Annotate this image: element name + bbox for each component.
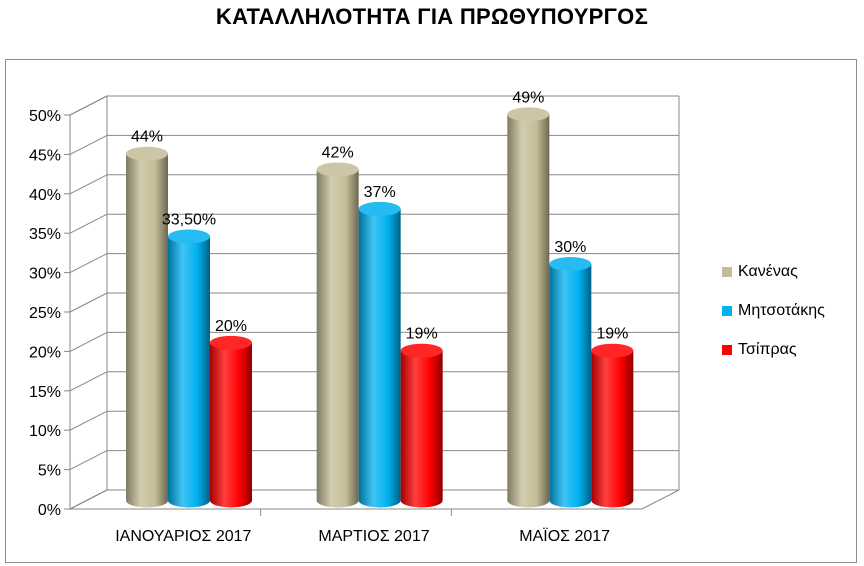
legend-label: Μητσοτάκης	[738, 302, 825, 319]
bar-top	[126, 146, 168, 161]
data-label: 20%	[215, 318, 247, 335]
bar-top	[316, 162, 359, 177]
x-axis-categories: ΙΑΝΟΥΑΡΙΟΣ 2017 ΜΑΡΤΙΟΣ 2017 ΜΑΪΟΣ 2017	[115, 527, 610, 545]
y-tick-label: 0%	[38, 502, 61, 519]
data-labels: 44% 33,50% 20% 42% 37% 19% 49% 30% 19%	[131, 89, 628, 342]
bar-top	[210, 335, 252, 350]
gridline-diag	[69, 410, 108, 431]
chart-title: ΚΑΤΑΛΛΗΛΟΤΗΤΑ ΓΙΑ ΠΡΩΘΥΠΟΥΡΓΟΣ	[215, 4, 649, 29]
bar-body	[591, 350, 634, 508]
legend-swatch	[722, 306, 732, 316]
bar-top	[358, 201, 401, 216]
legend-item: Τσίπρας	[722, 340, 825, 360]
data-label: 44%	[131, 129, 163, 146]
data-label: 30%	[554, 239, 586, 256]
gridline-diag	[69, 253, 108, 274]
gridline-diag	[69, 450, 108, 471]
bar	[400, 343, 443, 508]
gridline-diag	[69, 371, 108, 392]
bar-top	[549, 257, 592, 272]
bar	[358, 201, 401, 508]
data-label: 19%	[406, 326, 438, 343]
y-tick-label: 30%	[29, 266, 61, 283]
x-category-label: ΜΑΪΟΣ 2017	[519, 527, 610, 545]
data-label: 42%	[322, 144, 354, 161]
bar-body	[358, 208, 401, 508]
data-label: 19%	[596, 326, 628, 343]
y-tick-label: 50%	[29, 108, 61, 125]
y-tick-label: 25%	[29, 305, 61, 322]
y-tick-label: 20%	[29, 344, 61, 361]
bar	[168, 229, 210, 508]
data-label: 49%	[512, 89, 544, 106]
y-tick-label: 45%	[29, 147, 61, 164]
x-category-label: ΙΑΝΟΥΑΡΙΟΣ 2017	[115, 528, 251, 545]
y-tick-label: 5%	[38, 463, 61, 480]
gridline-diag	[69, 134, 108, 155]
bar	[210, 335, 252, 508]
legend-label: Τσίπρας	[738, 341, 797, 358]
bar-body	[316, 169, 359, 508]
x-category-label: ΜΑΡΤΙΟΣ 2017	[318, 528, 429, 545]
bar	[549, 257, 592, 508]
bar-top	[400, 343, 443, 358]
y-tick-label: 10%	[29, 423, 61, 440]
bar-top	[168, 229, 210, 244]
gridline-diag	[69, 331, 108, 352]
bar	[316, 162, 359, 508]
bar	[507, 107, 550, 508]
legend: Κανένας Μητσοτάκης Τσίπρας	[722, 262, 825, 379]
y-tick-label: 35%	[29, 226, 61, 243]
legend-swatch	[722, 345, 732, 355]
bar-body	[549, 264, 592, 508]
y-tick-label: 40%	[29, 187, 61, 204]
legend-label: Κανένας	[738, 263, 798, 280]
bar	[591, 343, 634, 508]
bar-body	[126, 153, 168, 508]
legend-item: Κανένας	[722, 262, 825, 282]
bar-body	[400, 350, 443, 508]
bar-body	[168, 236, 210, 508]
y-axis-ticks: 0% 5% 10% 15% 20% 25% 30% 35% 40% 45% 50%	[29, 108, 61, 519]
gridline-diag	[69, 489, 108, 510]
bar	[126, 146, 168, 508]
bar-body	[210, 342, 252, 508]
bars	[126, 107, 634, 508]
gridline-diag	[69, 213, 108, 234]
bar-body	[507, 114, 550, 508]
legend-swatch	[722, 267, 732, 277]
gridline-diag	[69, 95, 108, 116]
bar-top	[507, 107, 550, 122]
bar-top	[591, 343, 634, 358]
legend-item: Μητσοτάκης	[722, 301, 825, 321]
data-label: 33,50%	[162, 211, 216, 228]
gridline-diag	[69, 174, 108, 195]
gridline-diag	[69, 292, 108, 313]
chart-frame	[5, 59, 857, 563]
data-label: 37%	[364, 184, 396, 201]
y-tick-label: 15%	[29, 384, 61, 401]
